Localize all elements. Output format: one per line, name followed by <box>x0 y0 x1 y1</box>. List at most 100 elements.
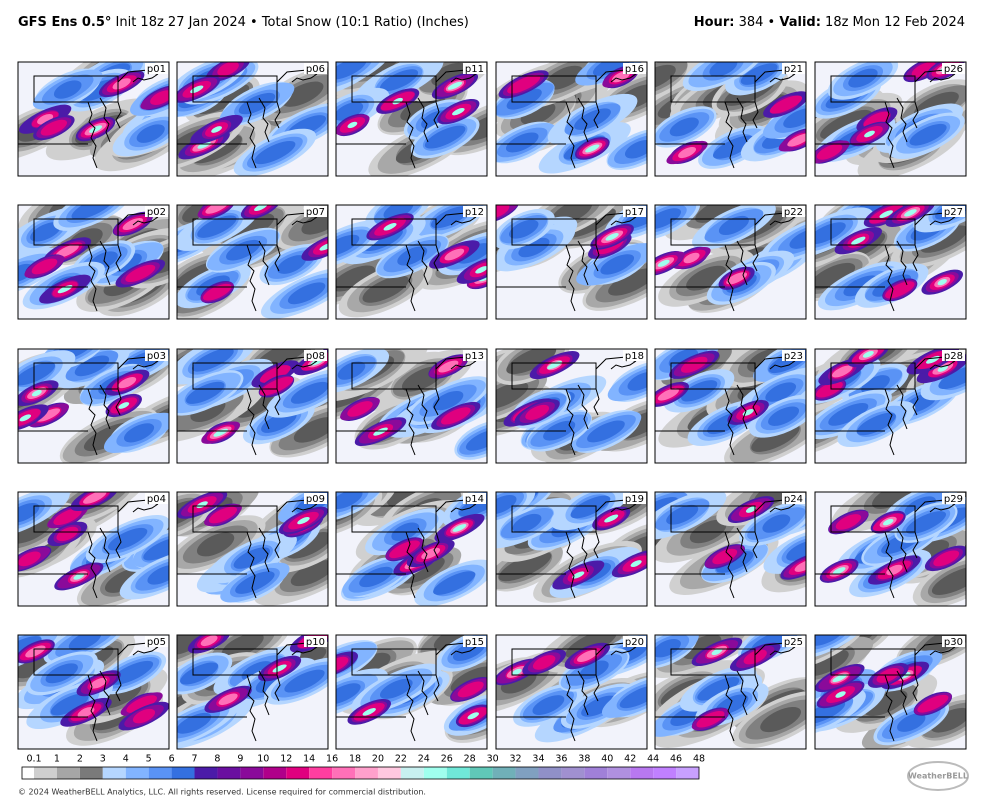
snow-shade <box>362 275 409 303</box>
snow-shade <box>389 540 420 559</box>
snow-shade <box>50 693 89 716</box>
panel-label-box <box>782 63 805 74</box>
init: Init 18z 27 Jan 2024 <box>116 15 246 30</box>
snow-shade <box>742 409 754 416</box>
snow-shade <box>132 708 156 724</box>
colorbar-tick-label: 20 <box>372 754 384 765</box>
colorbar-tick-label: 5 <box>146 754 152 765</box>
panel-label-box <box>145 636 168 647</box>
panel-label: p25 <box>784 637 803 648</box>
snow-shade <box>277 255 306 274</box>
snow-shade <box>380 69 419 92</box>
colorbar-swatch <box>653 767 677 779</box>
snow-shade <box>787 133 806 147</box>
snow-shade <box>197 215 237 238</box>
panel-label: p07 <box>306 207 325 218</box>
snow-shade <box>147 564 169 585</box>
product: Total Snow (10:1 Ratio) (Inches) <box>261 15 469 30</box>
logo-ring <box>907 761 969 791</box>
snow-shade <box>18 551 41 567</box>
snow-shade <box>726 272 748 285</box>
panel-label: p27 <box>944 207 963 218</box>
snow-shade <box>337 361 366 380</box>
panel-label: p03 <box>147 351 166 362</box>
map-panel <box>815 62 966 176</box>
snow-shade <box>507 75 541 94</box>
snow-shade <box>197 141 211 149</box>
snow-shade <box>666 504 699 525</box>
snow-shade <box>452 524 467 532</box>
colorbar-swatch <box>79 767 103 779</box>
panel-label-box <box>782 636 805 647</box>
panel-frame <box>17 634 170 750</box>
panel-frame <box>495 204 648 320</box>
colorbar-tick-label: 36 <box>555 754 567 765</box>
colorbar-tick-label: 40 <box>601 754 613 765</box>
colorbar-tick-label: 8 <box>214 754 220 765</box>
state-borders <box>815 356 959 456</box>
snow-shade <box>211 126 222 133</box>
snow-shade <box>40 119 68 136</box>
panel-label-box <box>304 350 327 361</box>
colorbar-swatch <box>630 767 654 779</box>
snow-shade <box>525 404 550 420</box>
panel-frame <box>176 61 329 177</box>
panel-frame <box>176 491 329 607</box>
panel-label: p13 <box>465 351 484 362</box>
map-panel <box>815 492 966 606</box>
colorbar-tick-label: 4 <box>123 754 129 765</box>
snow-shade <box>832 673 847 683</box>
map-panel <box>815 635 966 749</box>
snow-shade <box>506 349 557 375</box>
snow-shade <box>18 263 34 283</box>
snow-shade <box>56 526 79 542</box>
snow-shade <box>432 390 464 411</box>
colorbar-tick-label: 32 <box>510 754 522 765</box>
snow-shade <box>71 205 114 220</box>
colorbar-tick-label: 46 <box>670 754 682 765</box>
panel-label: p06 <box>306 64 325 75</box>
panel-label-box <box>782 493 805 504</box>
snow-shade <box>835 514 862 530</box>
map-panel <box>496 492 647 606</box>
snow-shade <box>572 571 585 579</box>
snow-shade <box>73 573 85 580</box>
valid-label: Valid: <box>779 15 821 30</box>
snow-shade <box>293 417 328 443</box>
panel-label-box <box>304 63 327 74</box>
snow-shade <box>290 381 328 404</box>
snow-shade <box>397 246 428 266</box>
snow-shade <box>447 81 463 90</box>
snow-shade <box>862 351 874 358</box>
state-borders <box>815 69 959 169</box>
map-panel <box>496 349 647 463</box>
snow-shade <box>872 492 913 509</box>
colorbar-swatch <box>148 767 172 779</box>
panel-label-box <box>782 206 805 217</box>
snow-shade <box>505 132 539 153</box>
state-borders <box>336 499 480 599</box>
snow-shade <box>713 135 755 159</box>
snow-shade <box>379 678 413 699</box>
snow-shade <box>347 401 373 417</box>
panel-label: p02 <box>147 207 166 218</box>
logo: WeatherBELL <box>908 772 968 781</box>
snow-shade <box>150 90 169 105</box>
colorbar-tick-label: 10 <box>257 754 269 765</box>
snow-shade <box>191 349 234 372</box>
snow-shade <box>711 648 723 656</box>
snow-shade <box>831 365 853 378</box>
snow-shade <box>909 123 947 146</box>
snow-shade <box>815 222 846 245</box>
snow-shade <box>828 402 869 426</box>
colorbar-swatch <box>676 767 699 779</box>
panel-label-box <box>623 493 646 504</box>
snow-shade <box>217 62 239 76</box>
map-panel <box>336 492 487 606</box>
panel-frame <box>335 348 488 464</box>
colorbar-tick-label: 22 <box>395 754 407 765</box>
snow-shade <box>587 420 625 443</box>
colorbar-tick-label: 0.1 <box>26 754 41 765</box>
snow-shade <box>769 95 803 114</box>
snow-shade <box>832 567 846 575</box>
